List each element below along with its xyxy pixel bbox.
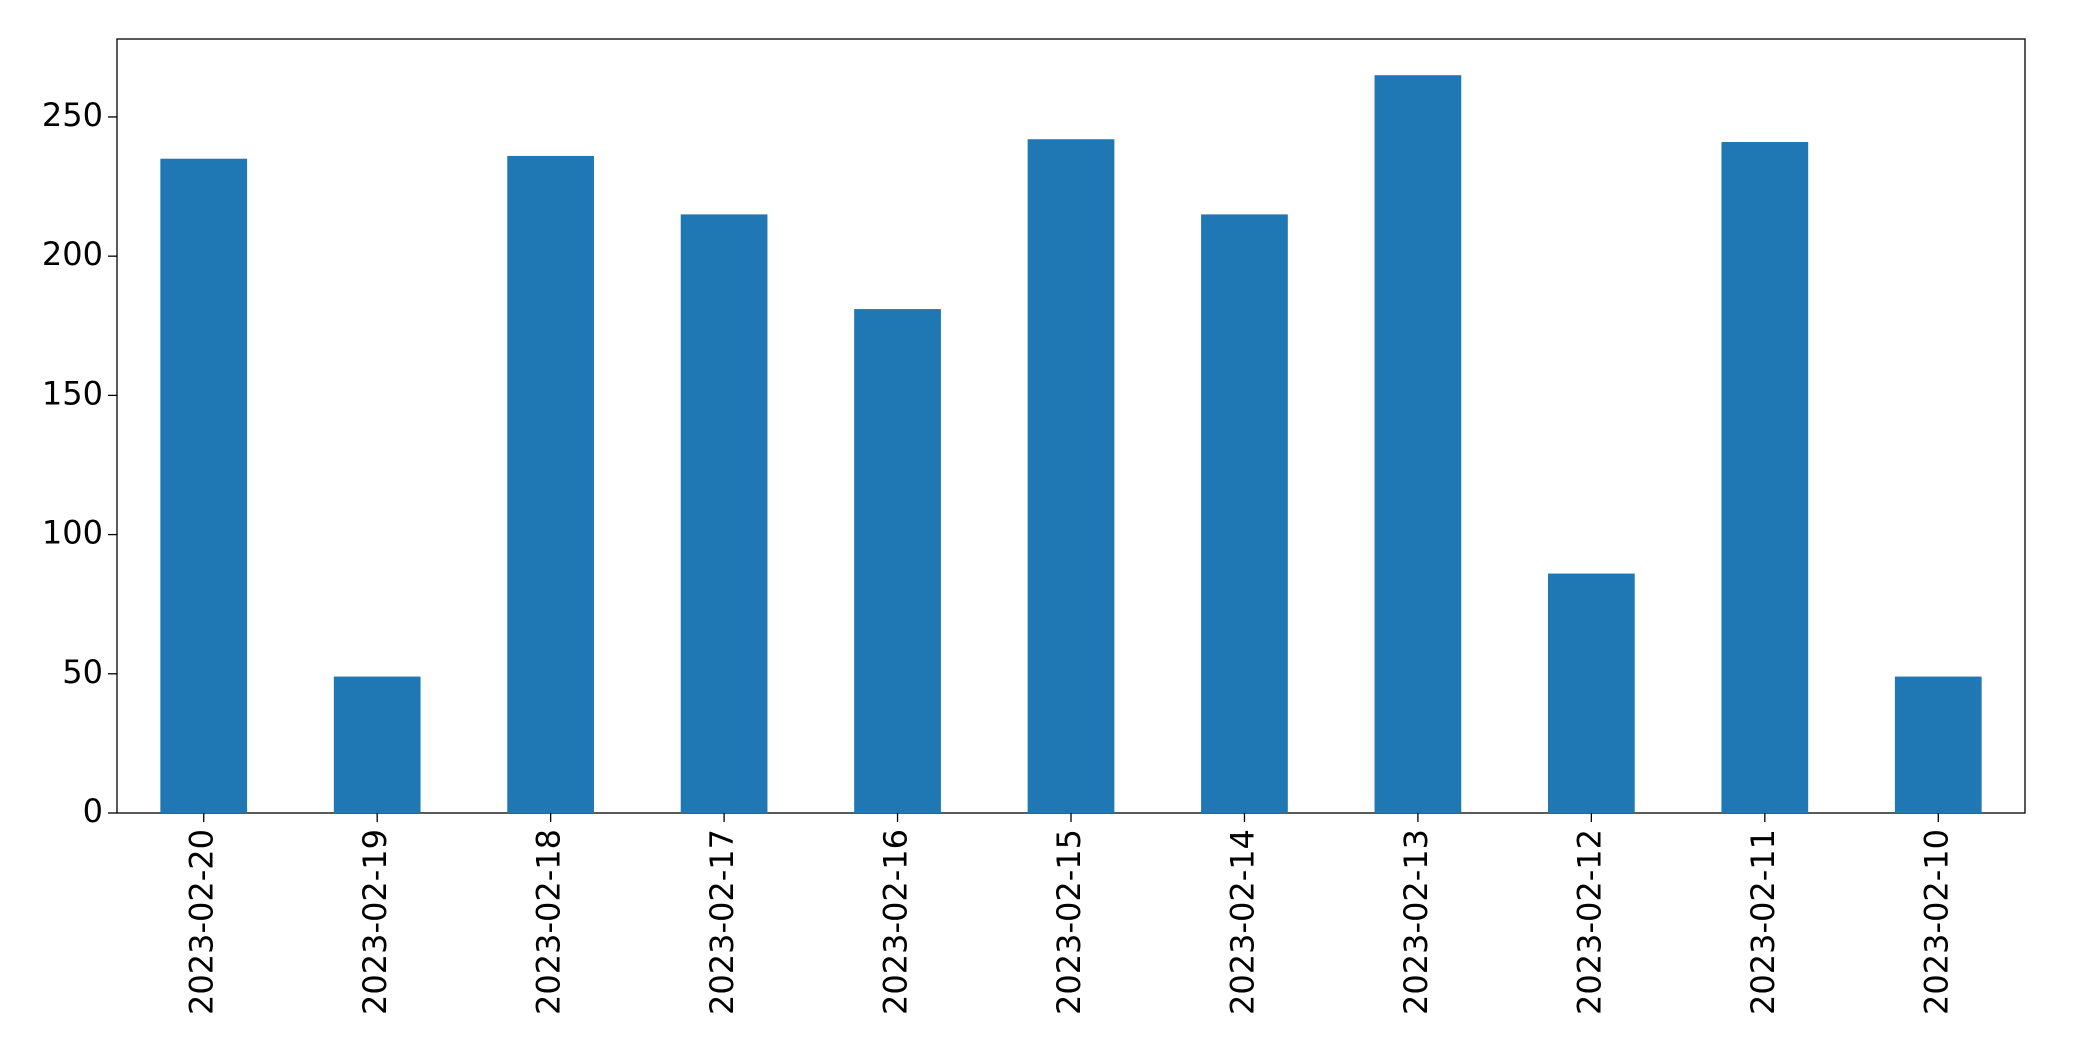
x-tick-label: 2023-02-10 (1917, 829, 1955, 1015)
y-tick-label: 150 (42, 374, 103, 412)
bar (1548, 573, 1635, 813)
bar (1027, 139, 1115, 813)
x-tick-label: 2023-02-15 (1050, 829, 1088, 1015)
bar (1721, 142, 1809, 813)
x-tick-label: 2023-02-13 (1397, 829, 1435, 1015)
y-tick-label: 250 (42, 96, 103, 134)
bar (1374, 75, 1462, 814)
x-tick-label: 2023-02-17 (703, 829, 741, 1015)
x-tick-label: 2023-02-20 (183, 829, 221, 1015)
y-tick-label: 50 (62, 653, 103, 691)
bar (1894, 676, 1982, 813)
bar (680, 214, 768, 813)
x-tick-label: 2023-02-18 (530, 829, 568, 1015)
bar (507, 155, 594, 814)
x-tick-label: 2023-02-11 (1744, 829, 1782, 1015)
x-tick-label: 2023-02-19 (356, 829, 394, 1015)
x-tick-label: 2023-02-12 (1570, 829, 1608, 1015)
bar (1201, 214, 1288, 813)
x-tick-label: 2023-02-16 (877, 829, 915, 1015)
y-tick-label: 0 (83, 792, 103, 830)
y-tick-label: 100 (42, 514, 103, 552)
x-tick-label: 2023-02-14 (1223, 829, 1261, 1015)
bar (160, 158, 248, 813)
y-tick-label: 200 (42, 235, 103, 273)
bar (854, 309, 941, 813)
bar (333, 676, 421, 813)
